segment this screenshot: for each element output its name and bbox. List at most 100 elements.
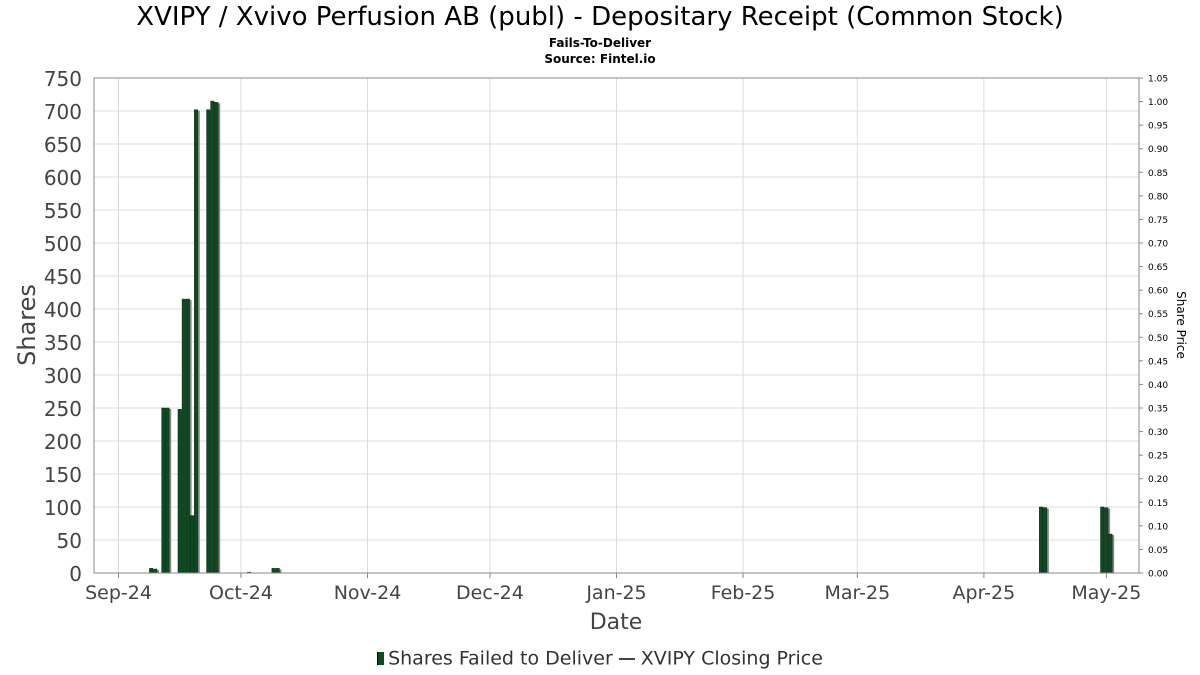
bar bbox=[1108, 533, 1113, 574]
x-tick-label: Oct-24 bbox=[209, 582, 273, 604]
bar-shadow bbox=[1106, 508, 1111, 573]
bar-shadow bbox=[184, 300, 188, 573]
bar bbox=[161, 407, 166, 574]
y-tick-label: 350 bbox=[44, 331, 82, 355]
y2-tick-label: 0.00 bbox=[1148, 570, 1168, 580]
y-tick-label: 50 bbox=[57, 529, 82, 553]
y-tick-label: 100 bbox=[44, 496, 82, 520]
bar-shadow bbox=[155, 570, 159, 573]
bar bbox=[1100, 506, 1105, 574]
x-tick-label: Feb-25 bbox=[711, 582, 776, 604]
bar-shadow bbox=[188, 300, 192, 573]
bar bbox=[1104, 507, 1109, 574]
bar-shadow bbox=[216, 103, 221, 574]
bar bbox=[214, 102, 219, 574]
bar bbox=[194, 109, 199, 574]
y-tick-label: 250 bbox=[44, 397, 82, 421]
y2-tick-label: 0.30 bbox=[1148, 428, 1168, 438]
y2-tick-label: 1.00 bbox=[1148, 98, 1168, 108]
bar bbox=[271, 568, 276, 574]
y2-tick-label: 0.45 bbox=[1148, 357, 1168, 367]
y-tick-label: 550 bbox=[44, 199, 82, 223]
y2-axis-ticks: 0.00 0.05 0.10 0.15 0.20 0.25 0.30 0.35 0.40 0.45… bbox=[1139, 75, 1168, 580]
y-tick-label: 200 bbox=[44, 430, 82, 454]
x-tick-label: Dec-24 bbox=[456, 582, 524, 604]
y-tick-label: 500 bbox=[44, 232, 82, 256]
bar bbox=[165, 407, 170, 574]
y2-tick-label: 0.70 bbox=[1148, 240, 1168, 250]
y-tick-label: 0 bbox=[69, 562, 82, 586]
bar bbox=[153, 568, 158, 574]
y2-tick-label: 0.50 bbox=[1148, 334, 1168, 344]
bar-shadow bbox=[1102, 508, 1106, 573]
x-tick-label: Nov-24 bbox=[334, 582, 402, 604]
x-tick-label: Jan-25 bbox=[585, 582, 646, 604]
y2-tick-label: 0.10 bbox=[1148, 522, 1168, 532]
y2-axis-label: Share Price bbox=[1174, 291, 1188, 359]
y-tick-label: 750 bbox=[44, 67, 82, 91]
bar bbox=[1043, 507, 1048, 574]
y2-tick-label: 0.35 bbox=[1148, 405, 1168, 415]
y2-tick-label: 0.40 bbox=[1148, 381, 1168, 391]
bar bbox=[149, 568, 154, 574]
y2-tick-label: 0.95 bbox=[1148, 122, 1168, 132]
legend-bar-swatch bbox=[377, 652, 385, 665]
y2-tick-label: 0.65 bbox=[1148, 263, 1168, 273]
y2-tick-label: 0.55 bbox=[1148, 310, 1168, 320]
y-tick-label: 400 bbox=[44, 298, 82, 322]
bar-shadow bbox=[212, 102, 217, 573]
y2-tick-label: 0.20 bbox=[1148, 475, 1168, 485]
x-tick-label: May-25 bbox=[1071, 582, 1141, 604]
x-tick-label: Sep-24 bbox=[85, 582, 152, 604]
y2-tick-label: 0.05 bbox=[1148, 546, 1168, 556]
grid-lines bbox=[94, 77, 1139, 574]
bar bbox=[206, 109, 211, 574]
bar-shadow bbox=[1041, 508, 1045, 573]
bar-shadow bbox=[151, 569, 155, 573]
y-tick-label: 300 bbox=[44, 364, 82, 388]
y-axis-ticks: 0 50 100 150 200 250 300 350 400 450 500 550 600 650 7… bbox=[44, 67, 82, 586]
y2-tick-label: 0.25 bbox=[1148, 452, 1168, 462]
bar bbox=[177, 409, 182, 574]
y-tick-label: 700 bbox=[44, 100, 82, 124]
bar-shadow bbox=[1110, 535, 1115, 573]
bar-shadow bbox=[179, 410, 184, 573]
chart-subtitle: Fails-To-Deliver bbox=[548, 36, 652, 50]
bar-shadow bbox=[277, 569, 282, 573]
bar-shadow bbox=[163, 409, 168, 573]
y2-tick-label: 0.75 bbox=[1148, 216, 1168, 226]
bar bbox=[275, 568, 280, 574]
bar bbox=[1039, 506, 1044, 574]
bar bbox=[181, 298, 186, 574]
x-tick-label: Apr-25 bbox=[953, 582, 1016, 604]
chart-source: Source: Fintel.io bbox=[544, 52, 656, 66]
legend: Shares Failed to Deliver XVIPY Closing Pr… bbox=[0, 647, 1200, 670]
bar-shadow bbox=[167, 409, 172, 573]
legend-line-swatch bbox=[618, 657, 635, 660]
bar-series bbox=[149, 100, 1115, 574]
y-tick-label: 600 bbox=[44, 166, 82, 190]
y2-tick-label: 0.90 bbox=[1148, 145, 1168, 155]
y2-tick-label: 0.15 bbox=[1148, 499, 1168, 509]
bar-shadow bbox=[1045, 508, 1049, 573]
y2-tick-label: 0.85 bbox=[1148, 169, 1168, 179]
x-axis-label: Date bbox=[590, 610, 643, 635]
legend-line-label: XVIPY Closing Price bbox=[640, 647, 823, 670]
y-axis-label: Shares bbox=[13, 284, 41, 366]
y2-tick-label: 1.05 bbox=[1148, 75, 1168, 85]
x-axis-ticks: Sep-24 Oct-24 Nov-24 Dec-24 Jan-25 Feb-25 Mar-… bbox=[85, 573, 1141, 604]
bar-shadow bbox=[196, 110, 200, 574]
bar bbox=[185, 298, 190, 574]
bar-shadow bbox=[192, 516, 196, 573]
bar-shadow bbox=[208, 110, 213, 574]
y-tick-label: 150 bbox=[44, 463, 82, 487]
y-tick-label: 450 bbox=[44, 265, 82, 289]
chart-title: XVIPY / Xvivo Perfusion AB (publ) - Depo… bbox=[136, 2, 1064, 32]
bar-shadow bbox=[273, 569, 278, 573]
bar bbox=[189, 515, 194, 574]
y2-tick-label: 0.60 bbox=[1148, 287, 1168, 297]
legend-bar-label: Shares Failed to Deliver bbox=[388, 647, 613, 670]
y2-tick-label: 0.80 bbox=[1148, 192, 1168, 202]
fails-to-deliver-chart: 0 50 100 150 200 250 300 350 400 450 500 550 600 650 7… bbox=[13, 67, 1188, 635]
x-tick-label: Mar-25 bbox=[825, 582, 891, 604]
